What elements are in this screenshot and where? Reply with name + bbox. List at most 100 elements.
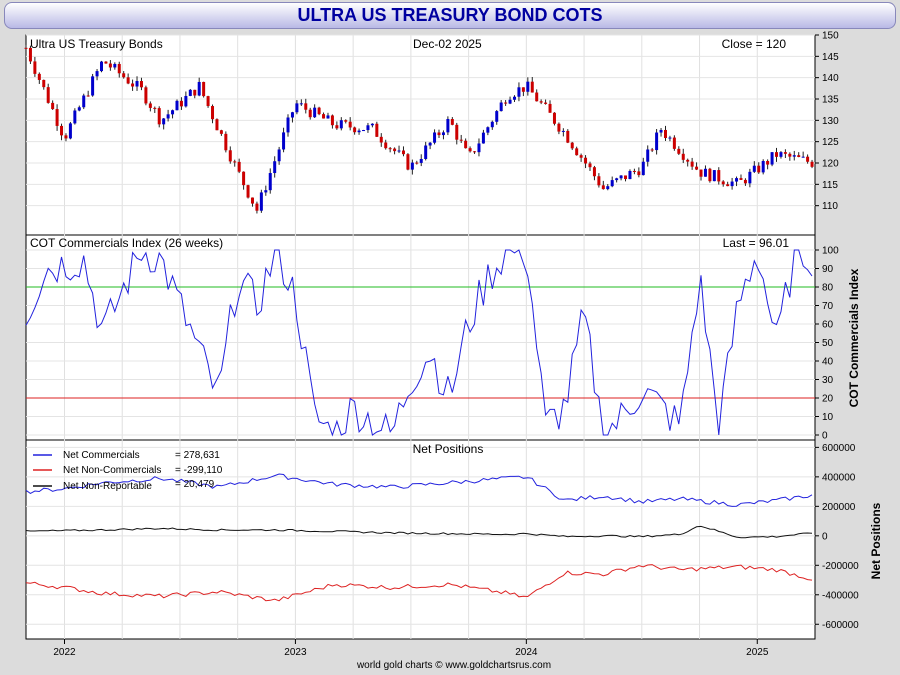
price-candle (113, 63, 117, 68)
price-candle (317, 107, 321, 115)
price-candle (783, 152, 787, 154)
price-candle (450, 119, 454, 125)
price-candle (171, 110, 175, 115)
price-candle (677, 148, 681, 154)
net-y-tick-label: 200000 (822, 502, 856, 513)
price-candle (628, 170, 632, 180)
price-candle (748, 171, 752, 184)
price-candle (299, 103, 303, 105)
price-candle (290, 112, 294, 118)
price-candle (495, 111, 499, 122)
price-candle (397, 150, 401, 152)
price-candle (615, 178, 619, 181)
page-title: ULTRA US TREASURY BOND COTS (4, 2, 896, 29)
price-candle (237, 161, 241, 172)
price-candle (51, 102, 55, 110)
price-candle (313, 107, 317, 118)
net-positions-title: Net Positions (413, 442, 484, 456)
price-y-tick-label: 115 (822, 180, 838, 191)
price-candle (597, 176, 601, 186)
price-candle (535, 92, 539, 102)
price-candle (512, 96, 516, 100)
legend-net-commercials: Net Commercials (63, 450, 140, 461)
cot-y-tick-label: 100 (822, 246, 839, 257)
price-candle (788, 153, 792, 157)
price-candle (712, 170, 716, 182)
price-candle (255, 203, 259, 211)
cot-index-panel (25, 249, 815, 437)
price-candle (477, 143, 481, 153)
price-candle (526, 81, 530, 92)
net-y-tick-label: -200000 (822, 561, 859, 572)
price-candle (672, 137, 676, 149)
legend-net-commercials-value: = 278,631 (175, 450, 220, 461)
price-candle (206, 96, 210, 107)
price-candle (539, 101, 543, 103)
cot-y-tick-label: 20 (822, 394, 834, 405)
price-candle (601, 185, 605, 190)
price-candle (175, 100, 179, 111)
price-candle (219, 130, 223, 134)
price-candle (548, 103, 552, 113)
price-y-tick-label: 135 (822, 95, 839, 106)
price-candle (659, 129, 663, 133)
price-candle (33, 61, 37, 74)
legend-net-non-reportable-value: = 20,479 (175, 479, 215, 490)
price-y-tick-label: 150 (822, 31, 839, 42)
price-candle (806, 156, 810, 162)
price-candle (139, 81, 143, 88)
price-candle (162, 118, 166, 125)
price-candle (499, 102, 503, 112)
price-candle (699, 169, 703, 177)
price-candle (681, 153, 685, 160)
price-candle (663, 129, 667, 139)
price-candle (259, 192, 263, 211)
price-candle (77, 107, 81, 111)
price-candle (326, 115, 330, 119)
price-candle (690, 161, 694, 167)
price-candle (188, 89, 192, 96)
price-candle (184, 95, 188, 107)
x-tick-label: 2022 (53, 647, 76, 658)
price-candle (193, 89, 197, 96)
price-date-label: Dec-02 2025 (413, 37, 482, 51)
cot-y-tick-label: 90 (822, 264, 834, 275)
price-candle (730, 181, 734, 187)
cot-y-tick-label: 40 (822, 357, 834, 368)
price-candle (157, 108, 161, 125)
price-candle (144, 87, 148, 104)
price-candle (637, 171, 641, 176)
price-candle (64, 135, 68, 139)
net-positions-panel (25, 473, 813, 602)
price-candle (459, 139, 463, 141)
price-candle (166, 114, 170, 119)
net-non-reportable-line (25, 525, 813, 539)
price-candle (424, 145, 428, 159)
price-candle (362, 130, 366, 132)
price-candle (717, 170, 721, 182)
price-candle (530, 81, 534, 93)
price-candle (104, 61, 108, 64)
price-candle (575, 148, 579, 156)
price-candle (268, 173, 272, 191)
legend-net-non-reportable: Net Non-Reportable (63, 481, 152, 492)
price-candle (246, 185, 250, 198)
price-candle (473, 151, 477, 153)
cot-y-tick-label: 50 (822, 338, 834, 349)
price-candle (215, 119, 219, 131)
cot-y-tick-label: 30 (822, 375, 834, 386)
price-candle (552, 112, 556, 124)
price-candle (135, 81, 139, 87)
cot-y-tick-label: 70 (822, 301, 834, 312)
plot-area (25, 34, 816, 640)
cot-y-tick-label: 0 (822, 431, 828, 442)
net-y-tick-label: -400000 (822, 590, 859, 601)
cot-index-label: COT Commercials Index (26 weeks) (30, 236, 223, 250)
price-candle (486, 127, 490, 133)
price-candle (775, 152, 779, 157)
price-candle (655, 132, 659, 151)
net-y-tick-label: 600000 (822, 443, 856, 454)
price-candle (179, 100, 183, 107)
net-y-tick-label: 400000 (822, 472, 856, 483)
price-candle (619, 175, 623, 179)
